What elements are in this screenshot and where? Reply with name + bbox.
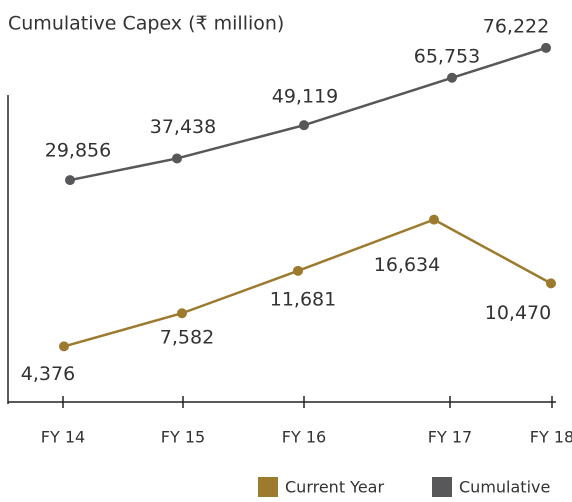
data-label: 4,376 (21, 363, 75, 385)
legend-swatch (258, 477, 278, 497)
legend-swatch (432, 477, 452, 497)
data-label: 16,634 (374, 254, 440, 276)
chart-title: Cumulative Capex (₹ million) (8, 13, 284, 35)
x-tick-label: FY 15 (161, 428, 205, 447)
data-label: 76,222 (483, 15, 549, 37)
x-tick-label: FY 14 (41, 428, 85, 447)
data-label: 11,681 (270, 288, 336, 310)
data-point (293, 265, 303, 276)
data-label: 65,753 (414, 45, 480, 67)
x-tick-label: FY 17 (428, 428, 472, 447)
data-point (541, 42, 551, 53)
legend-label: Current Year (285, 478, 384, 497)
data-label: 29,856 (45, 140, 111, 162)
data-point (447, 72, 457, 83)
data-point (59, 341, 69, 352)
data-label: 49,119 (272, 86, 338, 108)
series-line (63, 218, 552, 348)
data-label: 7,582 (160, 327, 214, 349)
data-point (429, 214, 439, 225)
data-point (299, 120, 309, 131)
series-line (69, 46, 547, 182)
data-point (177, 308, 187, 319)
x-tick-label: FY 16 (282, 428, 326, 447)
data-label: 37,438 (150, 116, 216, 138)
data-point (546, 278, 556, 289)
x-tick-label: FY 18 (530, 428, 572, 447)
data-point (172, 153, 182, 164)
data-label: 10,470 (485, 302, 551, 324)
legend-label: Cumulative (459, 478, 550, 497)
data-point (65, 175, 75, 186)
